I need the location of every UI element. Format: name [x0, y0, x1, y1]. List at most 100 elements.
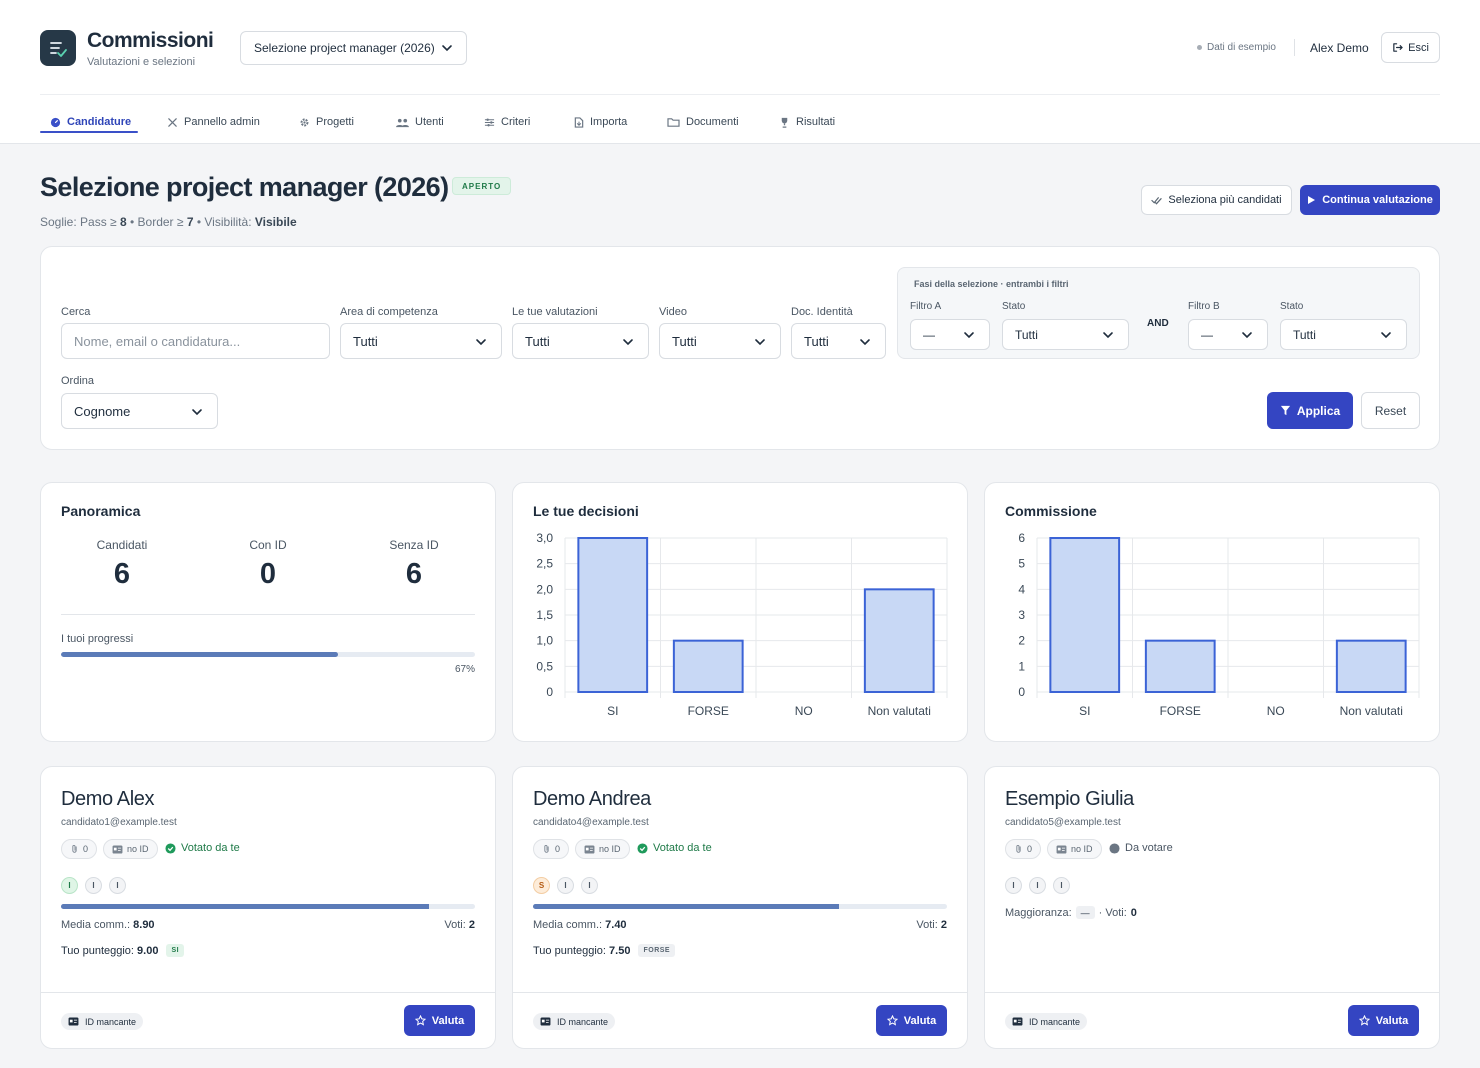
card-footer: ID mancante Valuta — [985, 992, 1439, 1048]
bar-non-valutati — [1335, 639, 1407, 694]
id-chip-label: no ID — [1071, 844, 1093, 854]
filter-a-select[interactable]: — — [910, 319, 990, 350]
circle-icon — [1109, 842, 1120, 854]
video-select[interactable]: Tutti — [659, 323, 781, 359]
project-select[interactable]: Selezione project manager (2026) — [240, 31, 467, 65]
tab-pannello-admin[interactable]: Pannello admin — [167, 111, 260, 133]
app-header: Commissioni Valutazioni e selezioni Sele… — [0, 0, 1480, 144]
app-logo[interactable] — [40, 30, 76, 66]
score-bar-fill — [533, 904, 840, 909]
check-circle-icon — [637, 842, 648, 854]
state-b-select[interactable]: Tutti — [1280, 319, 1407, 350]
tab-candidature[interactable]: Candidature — [50, 111, 131, 133]
candidate-name[interactable]: Esempio Giulia — [1005, 788, 1134, 810]
candidate-card: Demo Alex candidato1@example.test 0 no I… — [40, 766, 496, 1049]
candidate-name[interactable]: Demo Andrea — [533, 788, 651, 810]
votes-count: Voti: 2 — [444, 919, 475, 931]
missing-id-badge: ID mancante — [61, 1013, 144, 1030]
reset-filters-button[interactable]: Reset — [1361, 392, 1420, 429]
thresholds-prefix: Soglie: Pass ≥ — [40, 215, 117, 229]
your-score: Tuo punteggio: 7.50 FORSE — [533, 944, 676, 957]
score-bar — [61, 904, 475, 909]
vote-indicator: I — [85, 877, 102, 894]
x-tick-label: FORSE — [688, 704, 729, 718]
chevron-down-icon — [623, 339, 633, 346]
card-footer: ID mancante Valuta — [513, 992, 967, 1048]
id-chip: no ID — [1047, 839, 1102, 859]
chevron-down-icon — [860, 339, 870, 346]
gauge-icon — [50, 117, 61, 127]
id-card-icon — [112, 844, 123, 854]
search-input[interactable]: Nome, email o candidatura... — [61, 323, 330, 359]
evaluate-button[interactable]: Valuta — [404, 1005, 475, 1036]
filter-a-value: — — [923, 327, 935, 342]
candidate-email: candidato4@example.test — [533, 817, 649, 828]
media-label: Media comm.: — [61, 919, 131, 931]
candidate-name[interactable]: Demo Alex — [61, 788, 155, 810]
chevron-down-icon — [442, 45, 452, 52]
video-label: Video — [659, 306, 687, 318]
y-tick-label: 2,0 — [536, 582, 553, 596]
logout-button[interactable]: Esci — [1381, 32, 1440, 63]
select-multiple-label: Seleziona più candidati — [1168, 194, 1282, 206]
y-tick-label: 1,0 — [536, 634, 553, 648]
y-tick-label: 0,5 — [536, 659, 553, 673]
tab-risultati[interactable]: Risultati — [779, 111, 835, 133]
id-card-icon — [540, 1017, 551, 1026]
filter-b-label: Filtro B — [1188, 301, 1220, 312]
y-tick-label: 5 — [1018, 557, 1025, 571]
tuo-value: 9.00 — [137, 944, 159, 957]
tab-criteri[interactable]: Criteri — [484, 111, 530, 133]
tuo-value: 7.50 — [609, 944, 631, 957]
overview-divider — [61, 614, 475, 615]
filter-a-label: Filtro A — [910, 301, 942, 312]
vote-status: Votato da te — [165, 842, 240, 854]
state-a-select[interactable]: Tutti — [1002, 319, 1129, 350]
project-select-value: Selezione project manager (2026) — [254, 41, 435, 55]
y-tick-label: 3,0 — [536, 531, 553, 545]
tab-label: Criteri — [501, 116, 531, 128]
tab-documenti[interactable]: Documenti — [667, 111, 739, 133]
voti-value: 0 — [1130, 906, 1137, 919]
stat-label: Senza ID — [389, 538, 439, 552]
id-doc-select[interactable]: Tutti — [791, 323, 886, 359]
filter-b-value: — — [1201, 327, 1213, 342]
progress-percent: 67% — [454, 664, 475, 675]
y-tick-label: 6 — [1018, 531, 1025, 545]
progress-bar-fill — [61, 652, 339, 657]
tab-progetti[interactable]: Progetti — [299, 111, 354, 133]
my-decisions-chart: 0 0,5 1,0 1,5 2,0 2,5 3,0 SI FORSE NO Non valutati — [536, 531, 948, 718]
id-card-icon — [1012, 1017, 1023, 1026]
tab-importa[interactable]: Importa — [574, 111, 627, 133]
phase-filter-box: Fasi della selezione · entrambi i filtri… — [897, 267, 1420, 359]
apply-filters-button[interactable]: Applica — [1267, 392, 1353, 429]
tuo-label: Tuo punteggio: — [533, 944, 606, 957]
evaluate-button[interactable]: Valuta — [876, 1005, 947, 1036]
star-icon — [414, 1015, 426, 1026]
stat-value: 0 — [259, 558, 277, 590]
filter-b-select[interactable]: — — [1188, 319, 1268, 350]
evaluate-button[interactable]: Valuta — [1348, 1005, 1419, 1036]
attachments-chip: 0 — [61, 839, 98, 859]
my-evaluations-select[interactable]: Tutti — [512, 323, 649, 359]
evaluate-label: Valuta — [1375, 1014, 1409, 1027]
tab-label: Utenti — [415, 116, 444, 128]
y-tick-label: 2 — [1018, 634, 1025, 648]
voti-label: Voti: — [444, 919, 466, 931]
order-select[interactable]: Cognome — [61, 393, 218, 429]
majority-line: Maggioranza: — · Voti: 0 — [1005, 906, 1137, 919]
id-card-icon — [1056, 844, 1067, 854]
chart-title: Le tue decisioni — [533, 503, 639, 519]
phase-filter-title: Fasi della selezione · entrambi i filtri — [914, 279, 1069, 289]
overview-title: Panoramica — [61, 503, 141, 519]
tab-utenti[interactable]: Utenti — [396, 111, 444, 133]
majority-value: — — [1075, 906, 1095, 919]
missing-id-badge: ID mancante — [1005, 1013, 1088, 1030]
x-tick-label: NO — [795, 704, 813, 718]
select-multiple-button[interactable]: Seleziona più candidati — [1141, 185, 1292, 215]
tab-label: Importa — [590, 116, 628, 128]
continue-evaluation-button[interactable]: Continua valutazione — [1300, 185, 1440, 215]
committee-chart-card: Commissione 0 1 2 3 4 5 6 SI FORSE NO Non valutati — [984, 482, 1440, 742]
area-select[interactable]: Tutti — [340, 323, 502, 359]
status-badge: APERTO — [452, 177, 512, 195]
